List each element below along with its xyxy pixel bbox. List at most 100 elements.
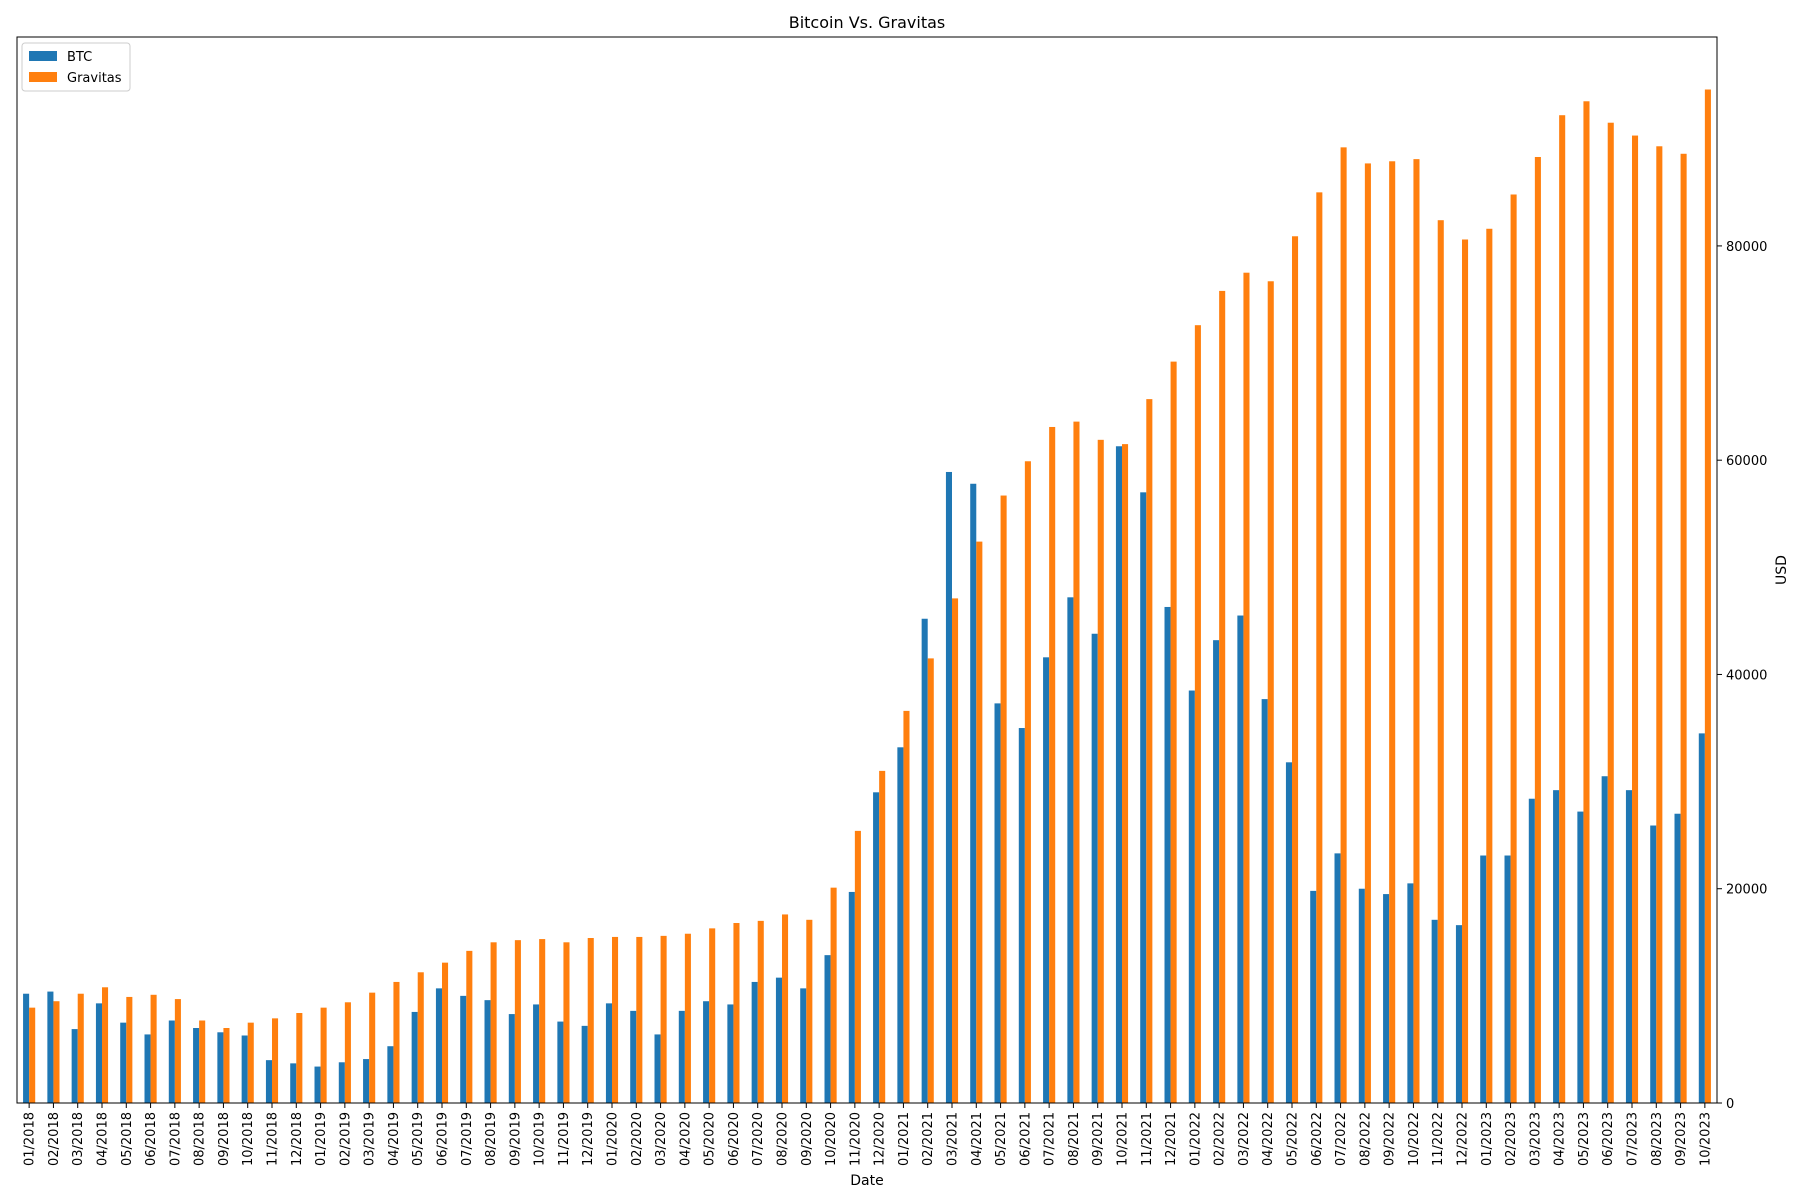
bar-gravitas-06-2021 xyxy=(1024,461,1031,1103)
bar-btc-06-2023 xyxy=(1601,776,1608,1103)
bar-gravitas-10-2018 xyxy=(247,1022,254,1103)
bar-gravitas-01-2022 xyxy=(1194,325,1201,1103)
bar-btc-12-2020 xyxy=(873,792,880,1103)
bar-btc-05-2023 xyxy=(1577,811,1584,1103)
bar-gravitas-04-2020 xyxy=(684,933,691,1103)
x-tick-label: 09/2019 xyxy=(508,1112,523,1166)
bar-gravitas-07-2023 xyxy=(1632,135,1639,1103)
bar-gravitas-05-2019 xyxy=(417,972,424,1103)
bar-gravitas-10-2019 xyxy=(539,939,546,1103)
x-tick-label: 10/2019 xyxy=(533,1112,548,1166)
bar-btc-02-2019 xyxy=(338,1062,345,1103)
x-tick-label: 08/2023 xyxy=(1650,1112,1665,1166)
x-tick-label: 03/2022 xyxy=(1237,1112,1252,1166)
bar-btc-04-2018 xyxy=(95,1003,102,1103)
x-tick-label: 06/2019 xyxy=(436,1112,451,1166)
bar-gravitas-04-2023 xyxy=(1559,115,1566,1103)
bar-gravitas-01-2018 xyxy=(29,1007,36,1103)
bar-btc-07-2022 xyxy=(1334,853,1341,1103)
x-tick-label: 12/2018 xyxy=(290,1112,305,1166)
bar-btc-05-2022 xyxy=(1285,762,1292,1103)
x-tick-label: 08/2022 xyxy=(1358,1112,1373,1166)
bar-btc-12-2018 xyxy=(290,1063,297,1103)
x-tick-label: 05/2018 xyxy=(120,1112,135,1166)
bar-btc-09-2019 xyxy=(508,1014,515,1103)
bar-btc-04-2022 xyxy=(1261,699,1268,1103)
y-tick-label: 0 xyxy=(1726,1097,1734,1112)
bar-gravitas-01-2020 xyxy=(612,936,619,1103)
bar-gravitas-12-2018 xyxy=(296,1013,303,1103)
x-tick-label: 12/2022 xyxy=(1456,1112,1471,1166)
x-tick-label: 07/2021 xyxy=(1043,1112,1058,1166)
bar-gravitas-03-2018 xyxy=(77,993,84,1103)
chart-title: Bitcoin Vs. Gravitas xyxy=(789,13,946,32)
bar-btc-05-2020 xyxy=(703,1001,710,1103)
bar-gravitas-12-2022 xyxy=(1462,239,1469,1104)
bar-btc-05-2021 xyxy=(994,703,1001,1103)
x-tick-label: 07/2023 xyxy=(1626,1112,1641,1166)
bar-btc-07-2023 xyxy=(1625,790,1632,1103)
bar-btc-12-2021 xyxy=(1164,606,1171,1103)
bar-gravitas-05-2023 xyxy=(1583,101,1590,1103)
bar-btc-07-2020 xyxy=(751,981,758,1103)
bar-gravitas-12-2020 xyxy=(879,770,886,1103)
x-tick-label: 04/2023 xyxy=(1553,1112,1568,1166)
x-axis: 01/2018 02/2018 03/2018 04/2018 05/2018 06/20… xyxy=(23,1103,1713,1166)
bar-gravitas-05-2018 xyxy=(126,996,133,1103)
x-tick-label: 04/2019 xyxy=(387,1112,402,1166)
bar-gravitas-05-2022 xyxy=(1292,236,1299,1103)
y-tick-label: 20000 xyxy=(1726,883,1767,898)
x-tick-label: 07/2019 xyxy=(460,1112,475,1166)
y-tick-label: 40000 xyxy=(1726,668,1767,683)
x-tick-label: 08/2019 xyxy=(484,1112,499,1166)
bar-btc-11-2021 xyxy=(1140,492,1147,1104)
legend-swatch-btc xyxy=(29,51,57,61)
bar-gravitas-11-2021 xyxy=(1146,399,1153,1103)
bar-gravitas-11-2020 xyxy=(854,830,861,1103)
bar-btc-12-2019 xyxy=(581,1025,588,1103)
bar-gravitas-04-2021 xyxy=(976,541,983,1103)
bar-btc-01-2022 xyxy=(1188,690,1195,1103)
bar-gravitas-03-2023 xyxy=(1534,156,1541,1104)
plot-frame xyxy=(16,36,1718,1104)
bar-btc-02-2022 xyxy=(1213,640,1220,1103)
bar-gravitas-03-2019 xyxy=(369,992,376,1103)
bar-gravitas-09-2021 xyxy=(1097,439,1104,1104)
bar-btc-06-2022 xyxy=(1310,890,1317,1103)
bar-btc-03-2021 xyxy=(945,471,952,1104)
bar-btc-11-2018 xyxy=(265,1060,272,1103)
legend: BTC Gravitas xyxy=(21,42,131,92)
bar-gravitas-04-2022 xyxy=(1267,281,1274,1103)
bar-gravitas-09-2019 xyxy=(514,940,521,1103)
x-tick-label: 11/2021 xyxy=(1140,1112,1155,1166)
bar-btc-08-2018 xyxy=(193,1028,200,1103)
bar-btc-10-2018 xyxy=(241,1035,248,1103)
bar-gravitas-06-2018 xyxy=(150,994,157,1103)
x-tick-label: 08/2021 xyxy=(1067,1112,1082,1166)
x-tick-label: 02/2023 xyxy=(1504,1112,1519,1166)
x-axis-title: Date xyxy=(850,1173,883,1189)
bar-btc-11-2020 xyxy=(848,891,855,1103)
bar-gravitas-08-2023 xyxy=(1656,146,1663,1103)
bar-btc-03-2022 xyxy=(1237,615,1244,1103)
bar-btc-09-2018 xyxy=(217,1032,224,1103)
x-tick-label: 09/2023 xyxy=(1674,1112,1689,1166)
bar-btc-01-2021 xyxy=(897,747,904,1103)
bar-gravitas-05-2021 xyxy=(1000,495,1007,1103)
bar-btc-08-2020 xyxy=(775,977,782,1103)
x-tick-label: 01/2021 xyxy=(897,1112,912,1166)
x-tick-label: 02/2021 xyxy=(921,1112,936,1166)
x-tick-label: 03/2020 xyxy=(654,1112,669,1166)
bar-btc-09-2021 xyxy=(1091,633,1098,1103)
x-tick-label: 06/2021 xyxy=(1018,1112,1033,1166)
x-tick-label: 03/2019 xyxy=(363,1112,378,1166)
x-tick-label: 06/2023 xyxy=(1601,1112,1616,1166)
x-tick-label: 05/2022 xyxy=(1286,1112,1301,1166)
x-tick-label: 01/2022 xyxy=(1188,1112,1203,1166)
bar-btc-07-2018 xyxy=(168,1020,175,1103)
bar-btc-06-2021 xyxy=(1018,728,1025,1103)
bar-btc-10-2021 xyxy=(1115,446,1122,1103)
x-tick-label: 07/2018 xyxy=(168,1112,183,1166)
bar-btc-04-2020 xyxy=(678,1010,685,1103)
bar-btc-01-2020 xyxy=(605,1003,612,1103)
